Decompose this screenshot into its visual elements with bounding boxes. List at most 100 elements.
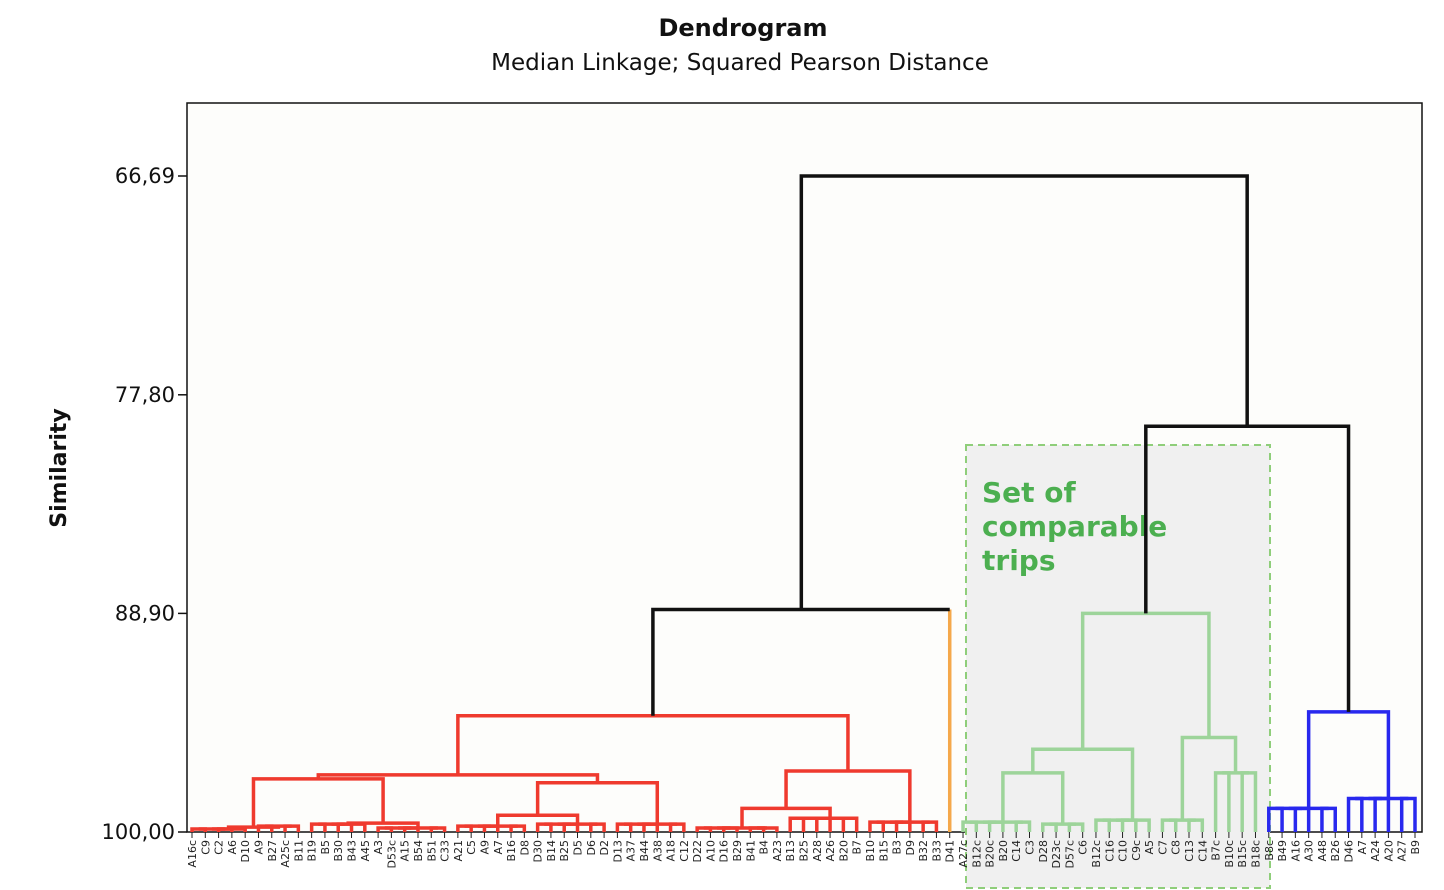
leaf-label-72: A5 <box>1143 840 1156 855</box>
chart-subtitle: Median Linkage; Squared Pearson Distance <box>491 50 989 76</box>
leaf-label-70: C10 <box>1117 840 1130 862</box>
dendrogram-link-49 <box>868 820 886 832</box>
dendrogram-branches <box>190 174 1417 832</box>
leaf-label-8: B11 <box>292 840 305 862</box>
leaf-label-6: B27 <box>266 840 279 862</box>
leaf-label-51: B10 <box>864 840 877 862</box>
leaf-label-30: D6 <box>585 840 598 855</box>
leaf-label-19: C33 <box>439 840 452 862</box>
leaf-label-49: B20 <box>837 840 850 862</box>
dendrogram-link-77 <box>1180 735 1238 821</box>
leaf-label-18: B51 <box>425 840 438 862</box>
leaf-label-82: B49 <box>1276 840 1289 862</box>
leaf-label-33: A37 <box>625 840 638 862</box>
leaf-label-36: A18 <box>665 840 678 862</box>
leaf-label-24: B16 <box>505 840 518 862</box>
annotation-line-3: trips <box>982 544 1056 577</box>
leaf-label-58: A27c <box>957 840 970 868</box>
leaf-label-42: B41 <box>744 840 757 862</box>
leaf-label-23: A7 <box>492 840 505 855</box>
leaf-label-46: B25 <box>798 840 811 862</box>
leaf-label-43: B4 <box>758 840 771 855</box>
dendrogram-link-7 <box>226 825 281 830</box>
dendrogram-link-89 <box>1306 710 1391 809</box>
leaf-label-91: A27 <box>1396 840 1409 862</box>
dendrogram-link-65 <box>1001 771 1065 825</box>
dendrogram-link-69 <box>1115 818 1151 832</box>
leaf-label-78: B10c <box>1223 840 1236 868</box>
leaf-label-62: C14 <box>1010 840 1023 862</box>
leaf-label-32: D13 <box>611 840 624 862</box>
y-axis: 66,69 77,80 88,90 100,00 <box>102 164 187 844</box>
leaf-label-25: D8 <box>518 840 531 855</box>
leaf-label-75: C13 <box>1183 840 1196 862</box>
leaf-label-9: B19 <box>306 840 319 862</box>
leaf-label-52: B15 <box>877 840 890 862</box>
x-axis: A16c C9 C2 A6 D10 A9 B27 A25c B11 B19 B5 B30 B43 A45 A… <box>186 832 1422 869</box>
dendrogram-link-59 <box>1014 820 1032 832</box>
leaf-label-60: B20c <box>984 840 997 868</box>
leaf-label-87: D46 <box>1343 840 1356 862</box>
dendrogram-link-17 <box>346 821 420 829</box>
leaf-label-34: B44 <box>638 840 651 862</box>
leaf-label-44: A23 <box>771 840 784 862</box>
leaf-label-76: C14 <box>1196 840 1209 862</box>
dendrogram-link-24 <box>535 822 553 832</box>
leaf-label-92: B9 <box>1409 840 1422 855</box>
dendrogram-link-35 <box>535 781 660 825</box>
leaf-label-15: D53c <box>385 840 398 869</box>
leaf-label-54: D9 <box>904 840 917 855</box>
leaf-label-47: A28 <box>811 840 824 862</box>
dendrogram-link-86 <box>1399 796 1417 832</box>
leaf-label-68: B12c <box>1090 840 1103 868</box>
dendrogram-link-8 <box>309 822 327 832</box>
leaf-label-11: B30 <box>332 840 345 862</box>
dendrogram-link-55 <box>456 714 850 775</box>
y-tick-label-3: 100,00 <box>102 820 175 844</box>
leaf-label-55: B32 <box>917 840 930 862</box>
leaf-label-16: A15 <box>399 840 412 862</box>
leaf-label-10: B5 <box>319 840 332 855</box>
leaf-label-1: C9 <box>199 840 212 855</box>
leaf-label-45: B13 <box>784 840 797 862</box>
leaf-label-65: D23c <box>1050 840 1063 869</box>
dendrogram-link-3 <box>211 827 247 832</box>
leaf-label-83: A16 <box>1289 840 1302 862</box>
dendrogram-link-18 <box>251 777 385 828</box>
leaf-label-37: C12 <box>678 840 691 862</box>
leaf-label-57: D41 <box>944 840 957 862</box>
leaf-label-67: C6 <box>1077 840 1090 855</box>
leaf-label-7: A25c <box>279 840 292 868</box>
leaf-label-22: A9 <box>478 840 491 855</box>
leaf-label-28: B25 <box>558 840 571 862</box>
leaf-label-80: B18c <box>1249 840 1262 868</box>
leaf-label-0: A16c <box>186 840 199 868</box>
leaf-label-17: B54 <box>412 840 425 862</box>
leaf-label-41: B29 <box>731 840 744 862</box>
leaf-label-79: B15c <box>1236 840 1249 868</box>
leaf-label-66: D57c <box>1063 840 1076 869</box>
y-tick-label-1: 77,80 <box>115 383 175 407</box>
leaf-label-48: A26 <box>824 840 837 862</box>
leaf-label-63: C3 <box>1023 840 1036 855</box>
chart-title: Dendrogram <box>658 14 827 42</box>
dendrogram-link-14 <box>429 826 447 832</box>
leaf-label-21: C5 <box>465 840 478 855</box>
leaf-label-50: B7 <box>851 840 864 855</box>
leaf-label-89: A24 <box>1369 840 1382 862</box>
leaf-label-29: D5 <box>572 840 585 855</box>
dendrogram-link-81 <box>1320 806 1337 832</box>
leaf-label-77: B7c <box>1210 840 1223 861</box>
leaf-label-31: D2 <box>598 840 611 855</box>
leaf-label-86: B26 <box>1329 840 1342 862</box>
leaf-label-38: D22 <box>691 840 704 862</box>
leaf-label-61: B20 <box>997 840 1010 862</box>
leaf-label-27: B14 <box>545 840 558 862</box>
leaf-label-71: C9c <box>1130 840 1143 861</box>
annotation-line-1: Set of <box>982 476 1077 509</box>
leaf-label-40: D16 <box>718 840 731 862</box>
leaf-label-74: C8 <box>1170 840 1183 855</box>
leaf-label-5: A9 <box>252 840 265 855</box>
leaf-label-81: B8c <box>1263 840 1276 861</box>
